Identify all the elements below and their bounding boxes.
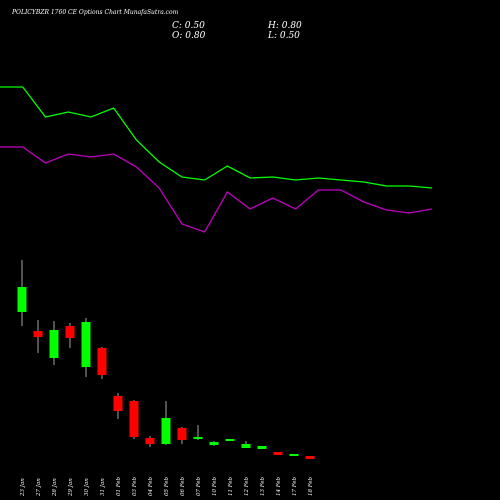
date-label: 04 Feb [148,476,154,496]
date-label: 07 Feb [196,476,202,496]
candle-body [241,444,251,448]
date-label: 06 Feb [180,476,186,496]
candle-body [17,287,27,312]
chart-title: POLICYBZR 1760 CE Options Chart MunafaSu… [11,9,179,16]
candle-body [97,348,107,375]
candle-body [129,401,139,437]
date-label: 27 Jan [36,478,42,497]
date-label: 30 Jan [84,478,90,496]
candle-body [113,396,123,411]
candle-body [257,446,267,449]
indicator-line [0,146,433,233]
candle-body [161,418,171,444]
date-label: 14 Feb [276,476,282,496]
date-label: 03 Feb [132,476,138,496]
date-label: 01 Feb [116,476,122,496]
close-label: C: 0.50 [172,21,205,31]
date-label: 23 Jan [20,478,26,497]
date-label: 11 Feb [228,476,234,496]
candle-body [49,330,59,358]
date-label: 12 Feb [244,476,250,496]
date-label: 05 Feb [164,476,170,496]
candle-body [177,428,187,440]
low-label: L: 0.50 [267,31,300,41]
date-label: 10 Feb [212,476,218,496]
candle-body [81,322,91,367]
date-label: 17 Feb [292,476,298,496]
candle-body [273,452,283,455]
date-label: 13 Feb [260,476,266,496]
candle-body [65,326,75,338]
candle-body [209,442,219,445]
indicator-line [0,86,433,189]
date-label: 31 Jan [100,478,106,496]
candle-body [305,456,315,459]
candle-body [289,454,299,456]
candle-body [33,331,43,337]
high-label: H: 0.80 [267,21,302,31]
candle-body [225,439,235,441]
candle-body [145,438,155,444]
date-label: 18 Feb [308,476,314,496]
date-label: 28 Jan [52,478,58,497]
candle-body [193,437,203,439]
open-label: O: 0.80 [172,31,206,41]
date-label: 29 Jan [68,478,74,497]
